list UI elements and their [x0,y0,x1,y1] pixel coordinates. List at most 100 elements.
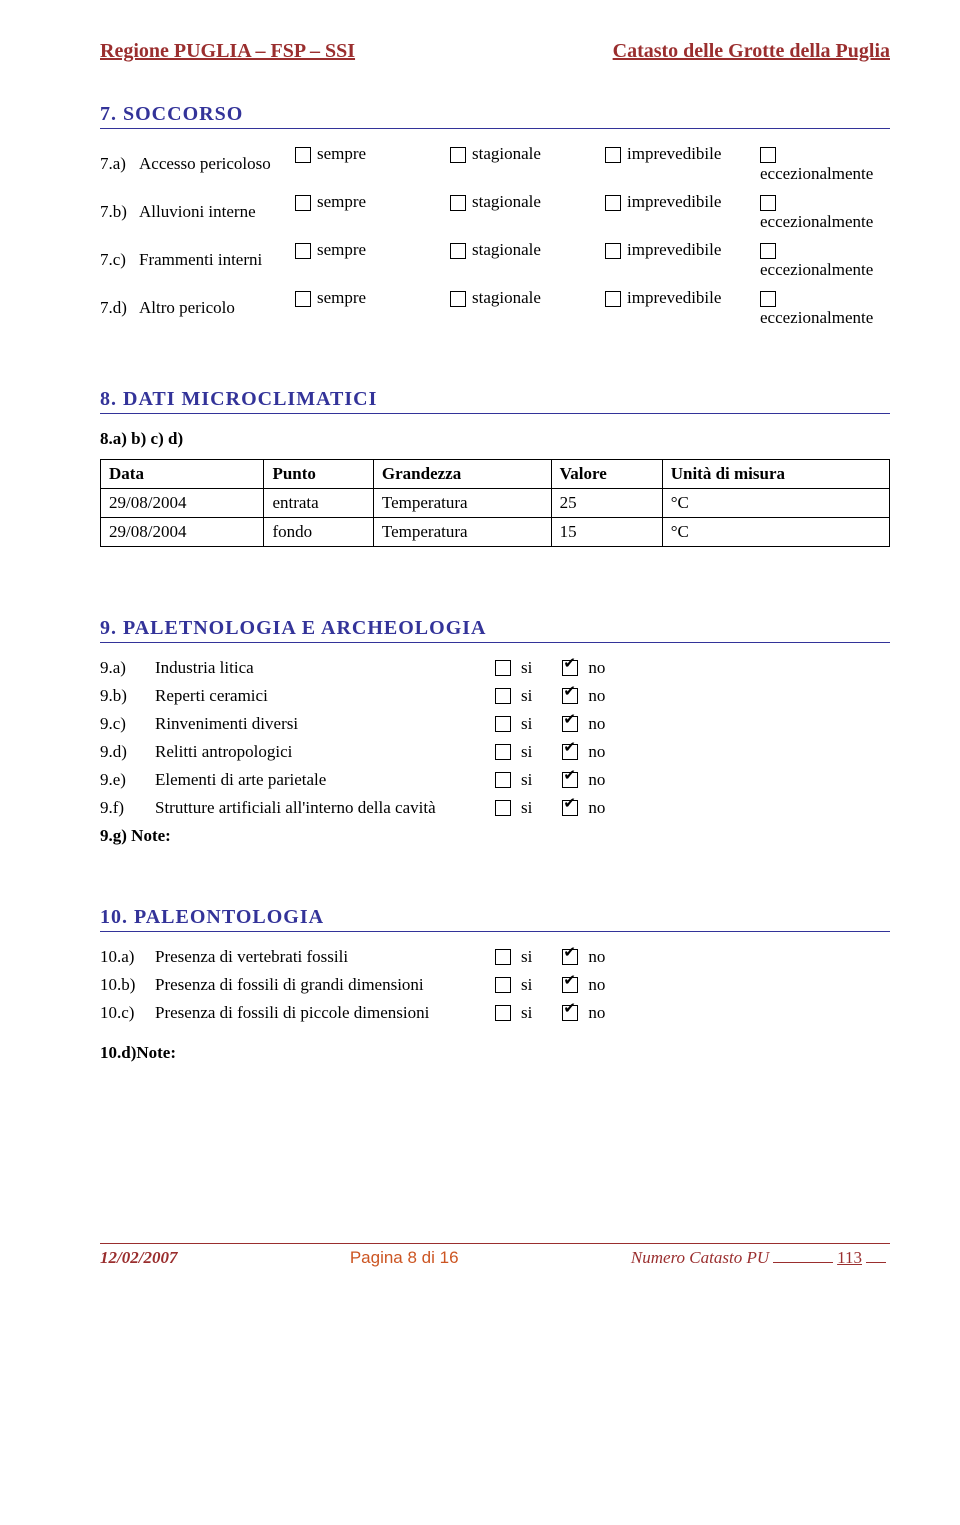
checkbox[interactable] [760,195,776,211]
option-label: stagionale [472,192,541,211]
option: stagionale [450,240,580,280]
checkbox[interactable] [605,195,621,211]
checkbox[interactable] [495,800,511,816]
checkbox[interactable] [562,800,578,816]
checkbox[interactable] [562,716,578,732]
option-label: eccezionalmente [760,260,873,279]
sino-row: 10.b)Presenza di fossili di grandi dimen… [100,975,890,995]
option: sempre [295,288,425,328]
checkbox[interactable] [760,243,776,259]
checkbox[interactable] [495,977,511,993]
checkbox[interactable] [495,716,511,732]
checkbox[interactable] [562,977,578,993]
checkbox[interactable] [450,147,466,163]
si-option: si [495,770,532,790]
option-label: imprevedibile [627,240,721,259]
footer-catasto: Numero Catasto PU113 [631,1248,890,1268]
checkbox[interactable] [495,1005,511,1021]
section10-note: 10.d)Note: [100,1043,176,1063]
sino-row: 9.f)Strutture artificiali all'interno de… [100,798,890,818]
row-label: Strutture artificiali all'interno della … [155,798,495,818]
row-index: 10.b) [100,975,155,995]
page-footer: 12/02/2007 Pagina 8 di 16 Numero Catasto… [100,1243,890,1268]
checkbox[interactable] [562,1005,578,1021]
option-label: no [588,658,605,678]
section10-title: 10. PALEONTOLOGIA [100,906,890,929]
table-cell: fondo [264,518,373,547]
option-label: si [521,658,532,678]
checkbox[interactable] [605,243,621,259]
section7-title: 7. SOCCORSO [100,103,890,126]
option: eccezionalmente [760,240,890,280]
row-label: Rinvenimenti diversi [155,714,495,734]
checkbox[interactable] [295,195,311,211]
table-row: 29/08/2004entrataTemperatura25°C [101,489,890,518]
sino-row: 9.e)Elementi di arte parietalesino [100,770,890,790]
checkbox[interactable] [495,688,511,704]
checkbox[interactable] [495,772,511,788]
row-index: 10.a) [100,947,155,967]
checkbox[interactable] [450,195,466,211]
checkbox[interactable] [562,744,578,760]
no-option: no [562,947,605,967]
row-label: Alluvioni interne [139,202,295,222]
section7-row: 7.c)Frammenti internisemprestagionaleimp… [100,240,890,280]
row-index: 9.f) [100,798,155,818]
option: eccezionalmente [760,192,890,232]
checkbox[interactable] [562,688,578,704]
no-option: no [562,742,605,762]
checkbox[interactable] [605,291,621,307]
footer-pagina: Pagina 8 di 16 [350,1248,459,1268]
no-option: no [562,770,605,790]
sino-row: 9.a)Industria liticasino [100,658,890,678]
option-label: si [521,742,532,762]
option-label: no [588,742,605,762]
section8-title: 8. DATI MICROCLIMATICI [100,388,890,411]
checkbox[interactable] [295,291,311,307]
si-option: si [495,686,532,706]
checkbox[interactable] [495,660,511,676]
no-option: no [562,1003,605,1023]
row-index: 9.b) [100,686,155,706]
checkbox[interactable] [295,147,311,163]
option-label: si [521,714,532,734]
si-option: si [495,1003,532,1023]
section9-note: 9.g) Note: [100,826,171,846]
row-index: 9.c) [100,714,155,734]
checkbox[interactable] [760,291,776,307]
checkbox[interactable] [450,243,466,259]
table-cell: 15 [551,518,662,547]
option-label: sempre [317,192,366,211]
checkbox[interactable] [605,147,621,163]
row-label: Frammenti interni [139,250,295,270]
table-cell: entrata [264,489,373,518]
option-label: stagionale [472,288,541,307]
checkbox[interactable] [495,744,511,760]
row-index: 7.d) [100,298,139,318]
option: stagionale [450,192,580,232]
row-index: 10.c) [100,1003,155,1023]
checkbox[interactable] [562,949,578,965]
option: stagionale [450,288,580,328]
option-label: eccezionalmente [760,164,873,183]
option-label: no [588,770,605,790]
row-label: Presenza di vertebrati fossili [155,947,495,967]
checkbox[interactable] [450,291,466,307]
header-left: Regione PUGLIA – FSP – SSI [100,40,355,63]
sino-row: 10.a)Presenza di vertebrati fossilisino [100,947,890,967]
row-label: Presenza di fossili di piccole dimension… [155,1003,495,1023]
option: imprevedibile [605,240,735,280]
checkbox[interactable] [760,147,776,163]
checkbox[interactable] [562,660,578,676]
checkbox[interactable] [295,243,311,259]
option-label: no [588,947,605,967]
sino-row: 9.b)Reperti ceramicisino [100,686,890,706]
row-index: 9.d) [100,742,155,762]
si-option: si [495,658,532,678]
si-option: si [495,742,532,762]
checkbox[interactable] [495,949,511,965]
option-label: sempre [317,144,366,163]
row-index: 7.c) [100,250,139,270]
checkbox[interactable] [562,772,578,788]
option: imprevedibile [605,144,735,184]
